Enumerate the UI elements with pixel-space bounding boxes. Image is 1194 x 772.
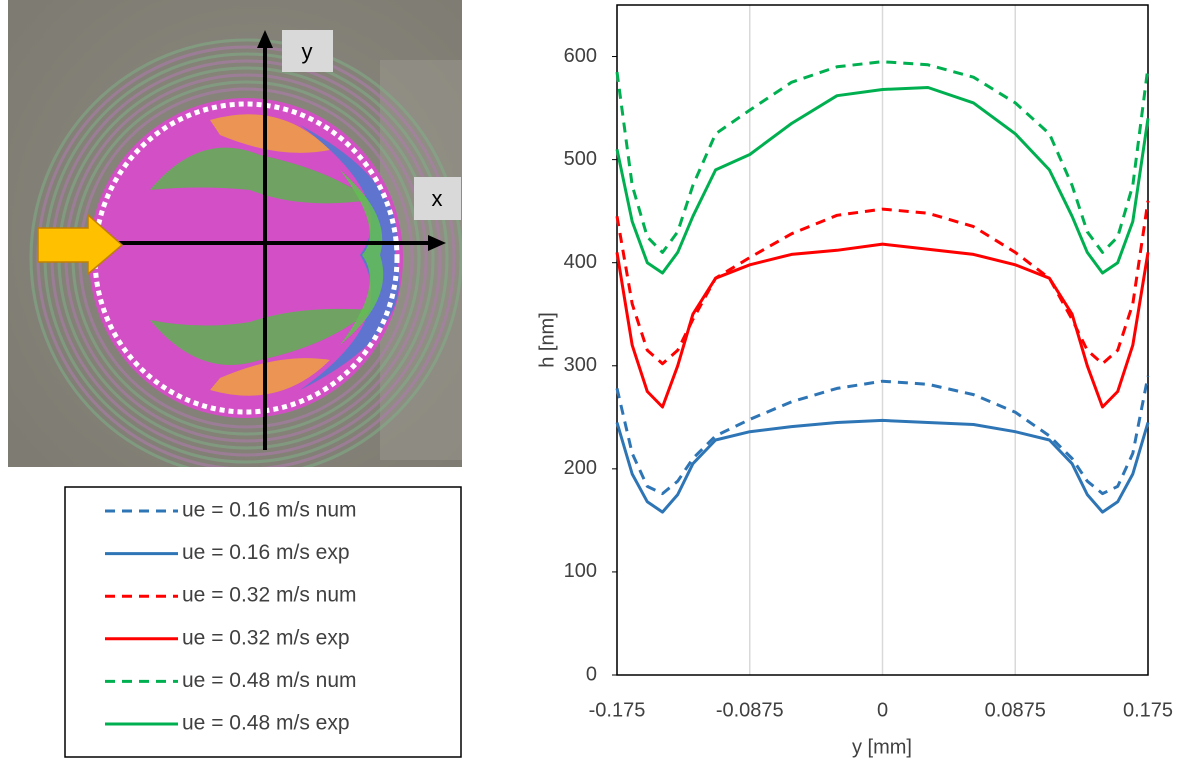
data-line [615, 242, 1150, 409]
fringe-band [210, 358, 330, 396]
y-tick-label: 600 [564, 45, 597, 67]
y-tick-label: 100 [564, 560, 597, 582]
data-line [615, 418, 1150, 514]
legend-label: ue = 0.48 m/s exp [182, 712, 350, 735]
x-tick-label: 0.175 [1123, 699, 1173, 721]
arrowhead [257, 30, 273, 48]
legend-label: ue = 0.32 m/s num [182, 584, 357, 607]
x-tick-label: 0.0875 [985, 699, 1046, 721]
fringe-ring [29, 38, 462, 467]
legend-label: ue = 0.16 m/s exp [182, 541, 350, 564]
legend [64, 486, 462, 758]
fringe-band [150, 308, 370, 365]
label-box [282, 30, 333, 72]
plot-frame [616, 4, 1149, 676]
inset-label: y [302, 39, 313, 64]
data-line [615, 375, 1150, 496]
arrowhead [428, 235, 446, 251]
y-tick-label: 0 [586, 663, 597, 685]
x-axis-label: y [mm] [852, 736, 912, 758]
data-line [615, 60, 1150, 254]
legend-label: ue = 0.48 m/s num [182, 669, 357, 692]
x-tick-label: -0.175 [589, 699, 646, 721]
flow-arrow [37, 213, 124, 276]
fringe-band [210, 114, 330, 153]
y-tick-label: 200 [564, 457, 597, 479]
y-tick-label: 500 [564, 148, 597, 170]
data-line [615, 200, 1150, 366]
fringe-band [150, 147, 370, 204]
inset-label: x [432, 186, 443, 211]
x-tick-label: 0 [877, 699, 888, 721]
legend-label: ue = 0.32 m/s exp [182, 626, 350, 649]
data-line [615, 86, 1150, 275]
y-tick-label: 400 [564, 251, 597, 273]
label-box [414, 177, 461, 220]
fringe-crescent [300, 125, 400, 390]
fringe-crescent [340, 170, 384, 345]
x-tick-label: -0.0875 [716, 699, 784, 721]
interferogram: y x [8, 0, 462, 467]
y-tick-label: 300 [564, 354, 597, 376]
y-axis-label: h [nm] [536, 312, 558, 368]
legend-label: ue = 0.16 m/s num [182, 499, 357, 522]
